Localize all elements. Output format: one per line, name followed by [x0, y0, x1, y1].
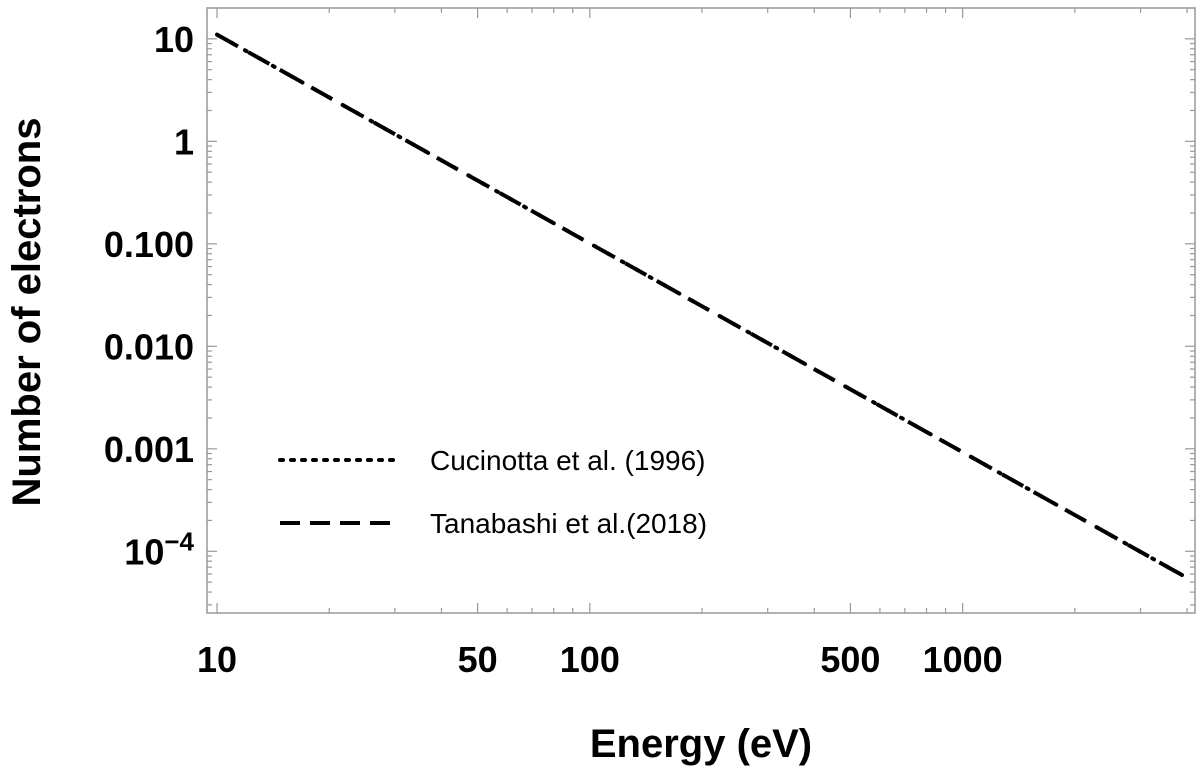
x-tick-label: 10: [197, 639, 237, 680]
ticks-layer: 10 50 100 500 1000 10 1 0.100 0.010 0.001 10−4: [104, 7, 1195, 680]
x-axis-title: Energy (eV): [590, 722, 812, 766]
x-tick-label: 100: [560, 639, 620, 680]
y-tick-label: 10: [154, 19, 194, 60]
series-line-tanabashi: [216, 32, 1189, 580]
legend: Cucinotta et al. (1996) Tanabashi et al.…: [278, 445, 707, 539]
y-tick-label: 0.001: [104, 429, 194, 470]
x-tick-label: 1000: [923, 639, 1003, 680]
x-tick-label: 500: [820, 639, 880, 680]
y-tick-label: 0.100: [104, 224, 194, 265]
y-axis-title: Number of electrons: [5, 118, 49, 507]
series-layer: [215, 32, 1190, 580]
y-tick-label: 1: [174, 121, 194, 162]
x-tick-label: 50: [458, 639, 498, 680]
y-tick-label: 0.010: [104, 326, 194, 367]
legend-label-cucinotta: Cucinotta et al. (1996): [430, 445, 706, 476]
y-tick-label: 10−4: [124, 526, 194, 572]
legend-label-tanabashi: Tanabashi et al.(2018): [430, 508, 707, 539]
series-line-cucinotta: [215, 32, 1190, 580]
plot-frame: [206, 7, 1196, 614]
